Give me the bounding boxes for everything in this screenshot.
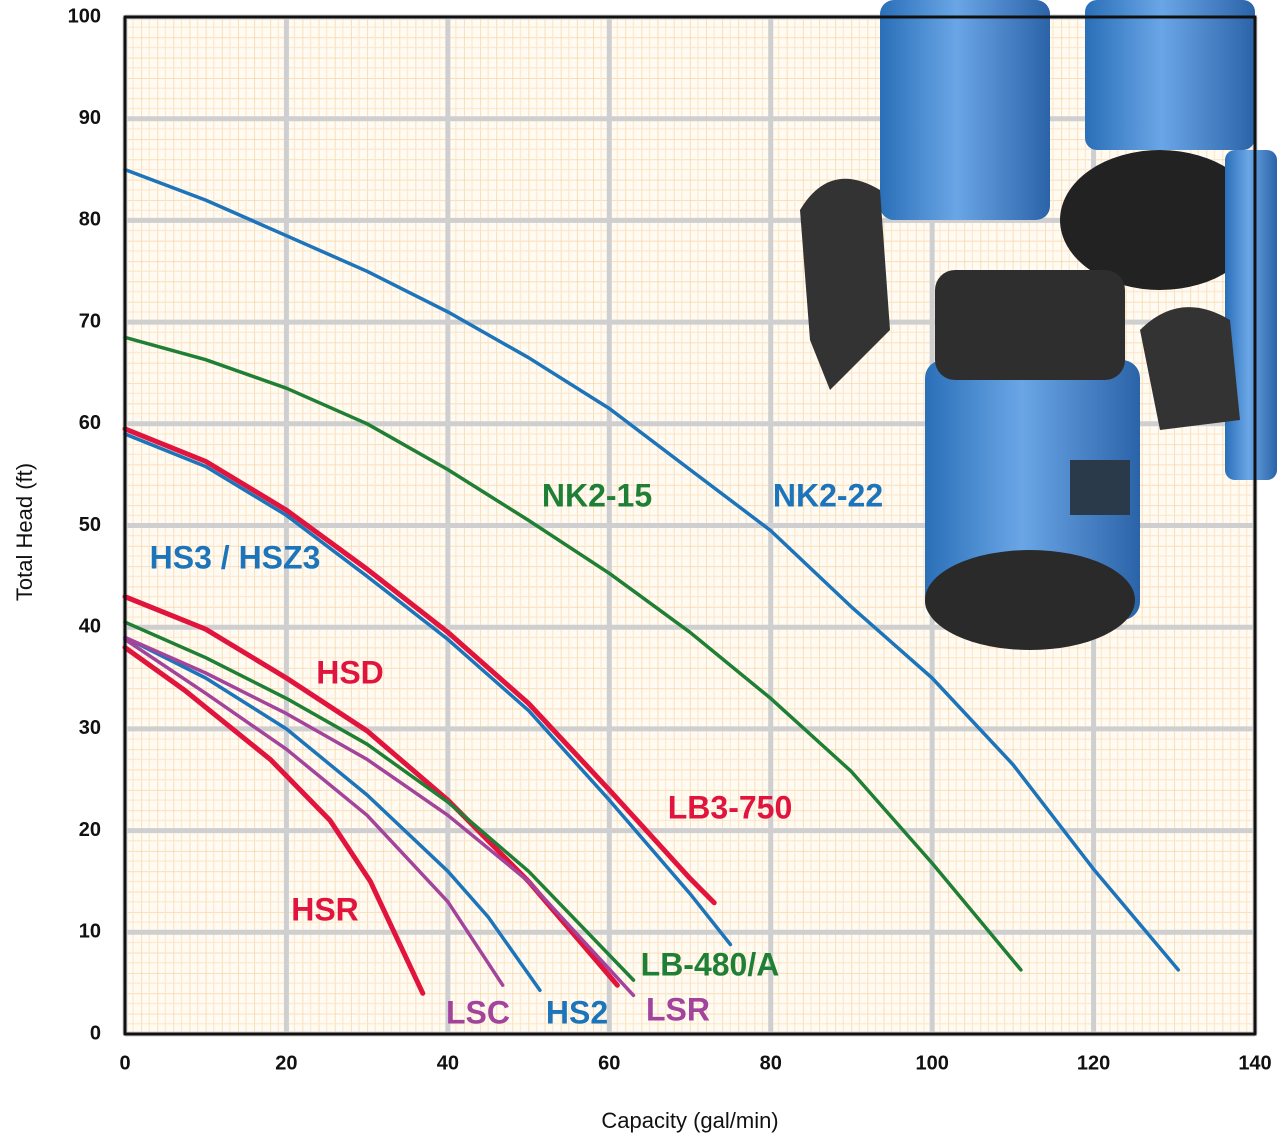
pump-illustration — [800, 0, 1277, 650]
series-label: LB-480/A — [641, 946, 780, 982]
plot-frame — [123, 15, 1257, 1036]
x-tick-label: 100 — [915, 1052, 948, 1074]
series-layer — [122, 167, 1181, 998]
y-tick-label: 90 — [79, 107, 101, 129]
series-label: HS3 / HSZ3 — [150, 539, 321, 575]
y-tick-label: 70 — [79, 310, 101, 332]
x-tick-label: 120 — [1077, 1052, 1110, 1074]
series-line — [123, 635, 542, 993]
series-line — [123, 637, 505, 987]
y-tick-label: 50 — [79, 514, 101, 536]
x-tick-label: 80 — [760, 1052, 782, 1074]
series-label: HSD — [316, 654, 384, 690]
y-tick-label: 40 — [79, 615, 101, 637]
series-line — [123, 432, 733, 947]
series-line — [123, 620, 636, 982]
series-label: LSC — [446, 994, 510, 1030]
y-tick-label: 60 — [79, 412, 101, 434]
y-tick-label: 20 — [79, 819, 101, 841]
x-tick-label: 0 — [119, 1052, 130, 1074]
series-label: LB3-750 — [668, 789, 793, 825]
y-tick-label: 10 — [79, 921, 101, 943]
series-label: NK2-22 — [773, 477, 883, 513]
x-tick-label: 140 — [1238, 1052, 1271, 1074]
y-tick-label: 100 — [68, 5, 101, 27]
series-line — [123, 635, 636, 998]
series-line — [123, 167, 1181, 972]
y-axis-title: Total Head (ft) — [12, 463, 37, 601]
x-tick-label: 40 — [437, 1052, 459, 1074]
series-label: HS2 — [546, 994, 608, 1030]
series-label: NK2-15 — [542, 477, 652, 513]
y-tick-label: 80 — [79, 209, 101, 231]
x-axis-title: Capacity (gal/min) — [601, 1108, 778, 1133]
series-label: LSR — [646, 991, 710, 1027]
y-tick-label: 30 — [79, 717, 101, 739]
series-label: HSR — [291, 891, 359, 927]
series-line — [122, 426, 717, 906]
series-line — [122, 645, 426, 996]
x-tick-label: 60 — [598, 1052, 620, 1074]
y-tick-label: 0 — [90, 1022, 101, 1044]
series-line — [123, 335, 1023, 972]
x-tick-label: 20 — [275, 1052, 297, 1074]
